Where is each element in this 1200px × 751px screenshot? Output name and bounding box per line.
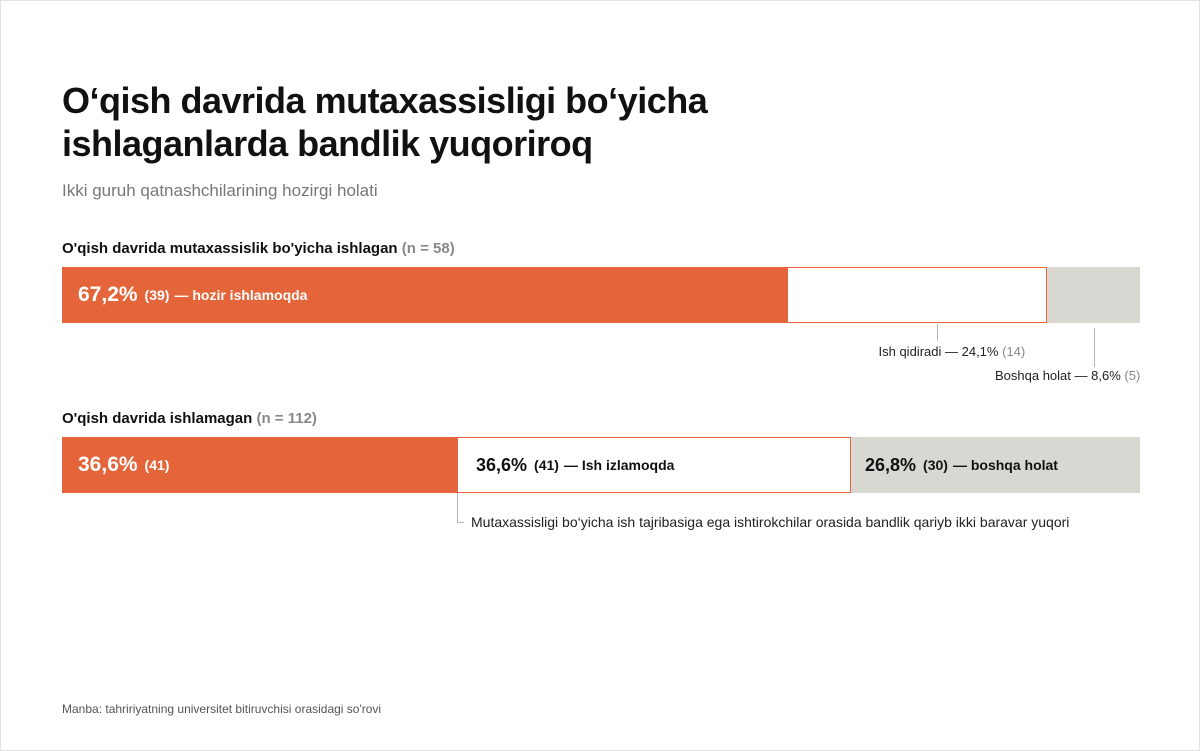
callout-g1-other-count: (5) bbox=[1124, 368, 1141, 383]
g2-s1-count-label: (41) bbox=[144, 457, 170, 473]
callout-g1-seeking-value: 24,1% bbox=[961, 344, 999, 359]
source-note: Manba: tahririyatning universitet bitiru… bbox=[62, 702, 382, 716]
annotation-leader-horizontal bbox=[457, 522, 464, 523]
bar-segment-g1-other bbox=[1047, 267, 1140, 323]
g2-s3-text: — boshqa holat bbox=[952, 457, 1058, 473]
annotation-text: Mutaxassisligi bo‘yicha ish tajribasiga … bbox=[471, 514, 1070, 530]
g2-s3-count-label: (30) bbox=[923, 457, 948, 473]
group-1-n: (n = 58) bbox=[401, 240, 455, 257]
chart-subtitle: Ikki guruh qatnashchilarining hozirgi ho… bbox=[62, 181, 378, 200]
callout-leader-g1-seeking bbox=[937, 324, 938, 341]
bar-segment-g2-working: 36,6% (41) bbox=[62, 437, 457, 493]
g1-s1-value-label: 67,2% bbox=[78, 283, 138, 306]
g2-s3-value-label: 26,8% bbox=[865, 454, 917, 475]
callout-g1-other: Boshqa holat — 8,6% (5) bbox=[995, 368, 1140, 383]
group-1-label: O'qish davrida mutaxassislik bo'yicha is… bbox=[62, 240, 455, 257]
chart-title-line-1: O‘qish davrida mutaxassisligi bo‘yicha bbox=[62, 80, 708, 121]
group-1-name: O'qish davrida mutaxassislik bo'yicha is… bbox=[62, 240, 398, 257]
group-2-label: O'qish davrida ishlamagan (n = 112) bbox=[62, 410, 317, 427]
g2-s2-count-label: (41) bbox=[534, 457, 559, 473]
callout-g1-other-value: 8,6% bbox=[1091, 368, 1121, 383]
callout-g1-seeking: Ish qidiradi — 24,1% (14) bbox=[879, 344, 1026, 359]
callout-g1-seeking-count: (14) bbox=[1002, 344, 1026, 359]
bar-segment-g2-other: 26,8% (30) — boshqa holat bbox=[851, 437, 1140, 493]
callout-leader-g1-other bbox=[1094, 328, 1095, 367]
g1-s1-text: — hozir ishlamoqda bbox=[174, 287, 308, 303]
chart-title: O‘qish davrida mutaxassisligi bo‘yicha i… bbox=[62, 79, 862, 165]
group-2-n: (n = 112) bbox=[256, 410, 317, 427]
g2-s2-text: — Ish izlamoqda bbox=[563, 457, 675, 473]
g2-s2-value-label: 36,6% bbox=[476, 454, 528, 475]
chart-title-line-2: ishlaganlarda bandlik yuqoriroq bbox=[62, 123, 593, 164]
bar-segment-g1-seeking bbox=[787, 267, 1047, 323]
g1-s1-count-label: (39) bbox=[144, 287, 170, 303]
bar-segment-g2-seeking: 36,6% (41) — Ish izlamoqda bbox=[457, 437, 851, 493]
group-2-name: O'qish davrida ishlamagan bbox=[62, 410, 253, 427]
bar-segment-g1-working: 67,2% (39) — hozir ishlamoqda bbox=[62, 267, 787, 323]
g2-s1-value-label: 36,6% bbox=[78, 453, 138, 476]
callout-g1-seeking-text: Ish qidiradi — bbox=[878, 344, 958, 359]
annotation-leader-vertical bbox=[457, 493, 458, 523]
callout-g1-other-text: Boshqa holat — bbox=[995, 368, 1088, 383]
